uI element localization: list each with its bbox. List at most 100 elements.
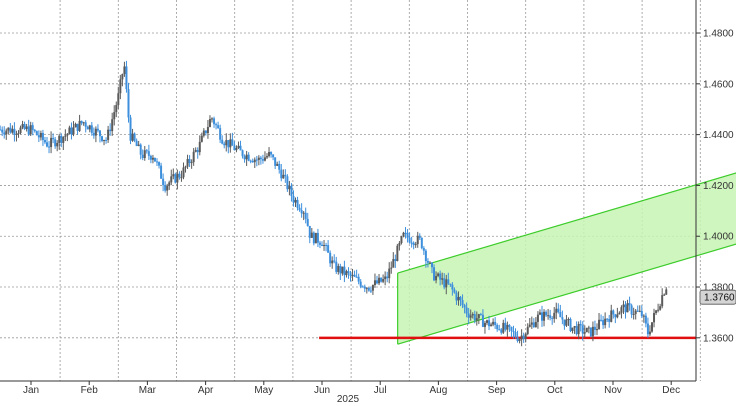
candle-body bbox=[371, 284, 374, 291]
candle-body bbox=[221, 139, 224, 144]
candle-body bbox=[369, 290, 372, 292]
candle-body bbox=[485, 320, 488, 323]
candle-body bbox=[127, 89, 130, 118]
candle-body bbox=[492, 321, 495, 325]
candle-body bbox=[329, 252, 332, 264]
candle-body bbox=[113, 112, 116, 120]
candle-body bbox=[587, 327, 590, 329]
candle-body bbox=[353, 274, 356, 277]
candle-body bbox=[282, 174, 285, 179]
candle-body bbox=[249, 160, 252, 162]
candle-body bbox=[508, 324, 511, 327]
candle-body bbox=[465, 307, 468, 314]
candle-body bbox=[375, 280, 378, 284]
candle-body bbox=[400, 236, 403, 244]
candle-body bbox=[518, 339, 521, 342]
candle-body bbox=[88, 125, 91, 130]
candle-body bbox=[294, 199, 297, 203]
candle-body bbox=[237, 145, 240, 148]
candle-body bbox=[23, 123, 26, 130]
last-price-label: 1.3760 bbox=[704, 293, 735, 304]
candle-body bbox=[211, 118, 214, 120]
candle-body bbox=[357, 276, 360, 282]
candle-body bbox=[225, 140, 228, 146]
candle-body bbox=[56, 142, 59, 147]
candle-body bbox=[64, 135, 67, 137]
candle-body bbox=[19, 127, 22, 134]
candle-body bbox=[300, 210, 303, 214]
candle-body bbox=[147, 151, 150, 156]
candle-body bbox=[593, 326, 596, 330]
candle-body bbox=[481, 314, 484, 327]
candle-body bbox=[21, 123, 24, 128]
candle-body bbox=[135, 140, 138, 146]
candle-body bbox=[473, 314, 476, 321]
candle-body bbox=[506, 324, 509, 330]
candle-body bbox=[567, 319, 570, 321]
candle-body bbox=[233, 145, 236, 151]
candle-body bbox=[286, 176, 289, 190]
candle-body bbox=[321, 244, 323, 246]
candle-body bbox=[219, 128, 222, 140]
candle-body bbox=[349, 273, 352, 276]
channel-lower-line bbox=[397, 243, 736, 345]
candle-body bbox=[131, 133, 134, 141]
candle-body bbox=[186, 159, 189, 167]
month-label: May bbox=[254, 385, 273, 396]
candle-body bbox=[176, 173, 179, 183]
last-price-marker: 1.3760 bbox=[699, 289, 736, 305]
candle-body bbox=[628, 303, 631, 306]
candle-body bbox=[11, 128, 14, 133]
candle-body bbox=[500, 329, 503, 333]
candle-body bbox=[103, 139, 106, 141]
candle-body bbox=[92, 132, 95, 136]
candle-body bbox=[1, 129, 4, 133]
candle-body bbox=[46, 142, 49, 147]
candle-body bbox=[107, 129, 110, 140]
candle-body bbox=[394, 259, 397, 261]
candle-body bbox=[188, 159, 191, 163]
trend-channel bbox=[397, 172, 736, 345]
candle-body bbox=[363, 286, 366, 289]
candle-body bbox=[29, 125, 32, 135]
candle-body bbox=[488, 320, 491, 327]
candle-body bbox=[241, 150, 244, 157]
candle-body bbox=[196, 150, 199, 153]
candle-body bbox=[504, 322, 507, 330]
candle-body bbox=[213, 118, 216, 125]
candle-body bbox=[266, 156, 269, 158]
candle-body bbox=[573, 326, 576, 328]
candle-body bbox=[459, 296, 462, 301]
candle-body bbox=[13, 128, 16, 135]
candle-body bbox=[68, 127, 71, 134]
candle-body bbox=[449, 283, 452, 285]
candle-body bbox=[386, 276, 389, 279]
candle-body bbox=[115, 105, 118, 113]
candle-body bbox=[35, 131, 38, 136]
candle-body bbox=[268, 151, 271, 157]
candle-body bbox=[235, 147, 238, 151]
candle-body bbox=[164, 185, 167, 191]
candle-body bbox=[563, 319, 566, 326]
candle-body bbox=[498, 329, 501, 331]
candle-body bbox=[202, 130, 205, 136]
year-label: 2025 bbox=[337, 394, 360, 405]
candle-body bbox=[365, 287, 368, 289]
month-labels: Jan Feb Mar Apr May Jun Jul Aug Sep Oct Nov Dec bbox=[23, 381, 680, 396]
candle-body bbox=[0, 129, 2, 131]
candle-body bbox=[430, 262, 433, 268]
month-label: Oct bbox=[547, 385, 563, 396]
candle-body bbox=[143, 150, 146, 158]
y-tick-label: 1.4200 bbox=[703, 181, 734, 192]
candle-body bbox=[111, 119, 114, 132]
candle-body bbox=[339, 266, 342, 274]
candle-body bbox=[17, 133, 20, 135]
candle-body bbox=[443, 278, 446, 288]
candle-body bbox=[642, 315, 645, 317]
candle-body bbox=[174, 174, 177, 183]
candle-body bbox=[192, 151, 195, 163]
candle-body bbox=[5, 130, 8, 135]
candle-body bbox=[608, 319, 611, 322]
candle-body bbox=[94, 128, 97, 136]
